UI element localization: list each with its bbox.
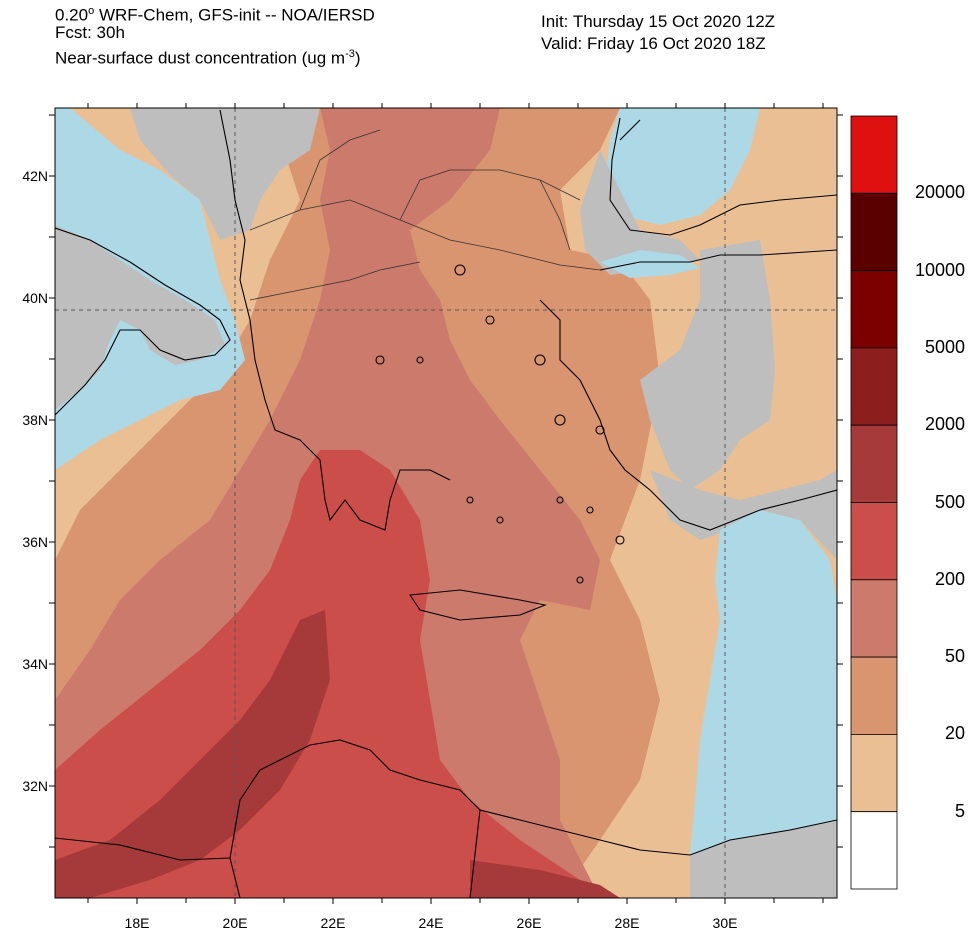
colorbar-swatch [850, 811, 898, 890]
colorbar-label: 500 [934, 491, 965, 512]
colorbar-label: 5 [954, 800, 965, 821]
lon-label: 30E [713, 915, 738, 931]
colorbar [850, 115, 898, 890]
lon-label: 28E [615, 915, 640, 931]
map-border [54, 107, 838, 899]
graticule [55, 108, 837, 898]
lat-label: 34N [22, 656, 48, 672]
colorbar-swatch [850, 115, 898, 194]
axis-ticks [49, 103, 843, 904]
lon-label: 20E [223, 915, 248, 931]
valid-time: Valid: Friday 16 Oct 2020 18Z [541, 34, 766, 53]
colorbar-label: 50 [944, 646, 965, 667]
lon-label: 26E [517, 915, 542, 931]
axis-labels: 18E 20E 22E 24E 26E 28E 30E 42N 40N 38N 36N 34N 32N [22, 168, 737, 931]
land-thrace-nodata [580, 150, 700, 275]
variable-title: Near-surface dust concentration (ug m-3) [55, 44, 361, 69]
sea-levant [690, 510, 837, 855]
colorbar-label: 200 [934, 568, 965, 589]
land-south-anatolia-nodata [650, 470, 837, 560]
colorbar-swatch [850, 502, 898, 581]
variable-unit-close: ) [354, 48, 361, 68]
land-egypt-nodata [690, 820, 837, 898]
country-borders [249, 129, 601, 301]
init-time: Init: Thursday 15 Oct 2020 12Z [541, 12, 776, 31]
dust-level-500-region-south [470, 860, 620, 898]
colorbar-swatch [850, 424, 898, 503]
lat-label: 38N [22, 412, 48, 428]
land-anatolia-nodata [640, 240, 775, 490]
unit-exponent: -3 [345, 48, 355, 60]
colorbar-swatch [850, 347, 898, 426]
dust-level-500-region [55, 610, 330, 898]
lon-label: 22E [321, 915, 346, 931]
lat-label: 36N [22, 534, 48, 550]
colorbar-label: 10000 [914, 259, 965, 280]
colorbar-swatch [850, 270, 898, 349]
colorbar-label: 2000 [924, 414, 965, 435]
title-model-name: WRF-Chem, GFS-init -- NOA/IERSD [94, 5, 375, 25]
colorbar-label: 5000 [924, 336, 965, 357]
sea-marmara [600, 250, 700, 278]
map-field [55, 108, 837, 898]
title-model-resolution: 0.20 [55, 5, 89, 25]
lon-label: 24E [419, 915, 444, 931]
lon-label: 18E [125, 915, 150, 931]
sea-black-sea [605, 108, 760, 225]
colorbar-swatch [850, 656, 898, 735]
colorbar-swatch [850, 579, 898, 658]
title-model: 0.20o WRF-Chem, GFS-init -- NOA/IERSD [55, 1, 375, 26]
colorbar-label: 20 [944, 723, 965, 744]
variable-name: Near-surface dust concentration (ug m [55, 48, 346, 68]
colorbar-label: 20000 [914, 182, 965, 203]
coastlines [55, 109, 837, 898]
lat-label: 32N [22, 778, 48, 794]
colorbar-swatch [850, 734, 898, 813]
forecast-hour: Fcst: 30h [55, 23, 125, 42]
lat-label: 40N [22, 290, 48, 306]
land-balkans-nodata [130, 108, 320, 240]
degree-symbol: o [88, 5, 95, 17]
lat-label: 42N [22, 168, 48, 184]
land-italy [55, 225, 225, 410]
colorbar-swatch [850, 192, 898, 272]
